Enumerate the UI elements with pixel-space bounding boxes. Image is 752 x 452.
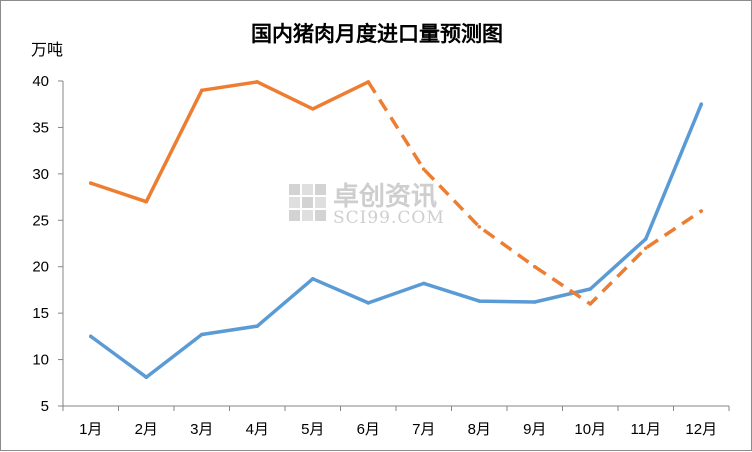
x-tick-label: 4月 — [246, 421, 269, 438]
x-tick-label: 12月 — [685, 421, 717, 438]
y-tick-label: 40 — [32, 73, 49, 90]
series-1-point — [199, 332, 204, 337]
y-axis-unit-label: 万吨 — [31, 40, 63, 59]
x-tick-label: 9月 — [523, 421, 546, 438]
x-tick-label: 3月 — [190, 421, 213, 438]
series-2-point — [588, 302, 593, 306]
x-tick-label: 6月 — [357, 421, 380, 438]
watermark-logo-icon — [289, 184, 326, 221]
y-tick-label: 15 — [32, 305, 49, 322]
x-tick-label: 1月 — [79, 421, 102, 438]
y-tick-label: 30 — [32, 166, 49, 183]
y-tick-label: 20 — [32, 259, 49, 276]
watermark-subtext: SCI99.COM — [333, 208, 445, 228]
series-2-point — [366, 80, 371, 84]
series-2-point — [699, 209, 704, 213]
series-2-point — [532, 264, 537, 269]
x-axis-ticks: 1月 2月 3月 4月 5月 6月 7月 8月 9月 10月 11月 12月 — [62, 406, 730, 438]
series-1-point — [643, 237, 648, 241]
series-1-point — [421, 281, 426, 286]
y-tick-label: 10 — [32, 352, 49, 369]
watermark: 卓创资讯 SCI99.COM — [289, 182, 445, 228]
x-tick-label: 5月 — [301, 421, 324, 438]
series-2-point — [310, 107, 315, 111]
y-axis-ticks: 5 10 15 20 25 30 35 40 — [32, 73, 63, 415]
x-tick-label: 11月 — [630, 421, 661, 438]
y-tick-label: 35 — [32, 119, 49, 136]
watermark-text: 卓创资讯 — [333, 182, 437, 212]
series-1-point — [366, 301, 371, 305]
series-2-point — [144, 199, 149, 204]
series-2-point — [421, 167, 426, 172]
series-1-point — [588, 287, 593, 291]
y-tick-label: 5 — [41, 398, 49, 415]
x-tick-label: 7月 — [412, 421, 435, 438]
y-tick-label: 25 — [32, 212, 49, 229]
series-1-point — [88, 334, 93, 339]
series-2-actual-line — [89, 80, 371, 204]
series-1-point — [310, 276, 315, 281]
x-tick-label: 8月 — [468, 421, 491, 438]
series-2-point — [477, 224, 482, 229]
chart-title: 国内猪肉月度进口量预测图 — [251, 22, 503, 46]
series-1-line — [89, 102, 704, 379]
series-2-point — [199, 88, 204, 93]
series-2-point — [255, 80, 260, 84]
series-1-point — [477, 299, 482, 303]
series-layer — [88, 80, 704, 380]
series-2-point — [88, 181, 93, 185]
series-1-point — [699, 102, 704, 107]
series-2-point — [643, 246, 648, 250]
x-tick-label: 2月 — [135, 421, 158, 438]
series-1-point — [144, 375, 149, 380]
series-1-point — [255, 324, 260, 328]
x-tick-label: 10月 — [574, 421, 606, 438]
series-1-point — [532, 300, 537, 304]
